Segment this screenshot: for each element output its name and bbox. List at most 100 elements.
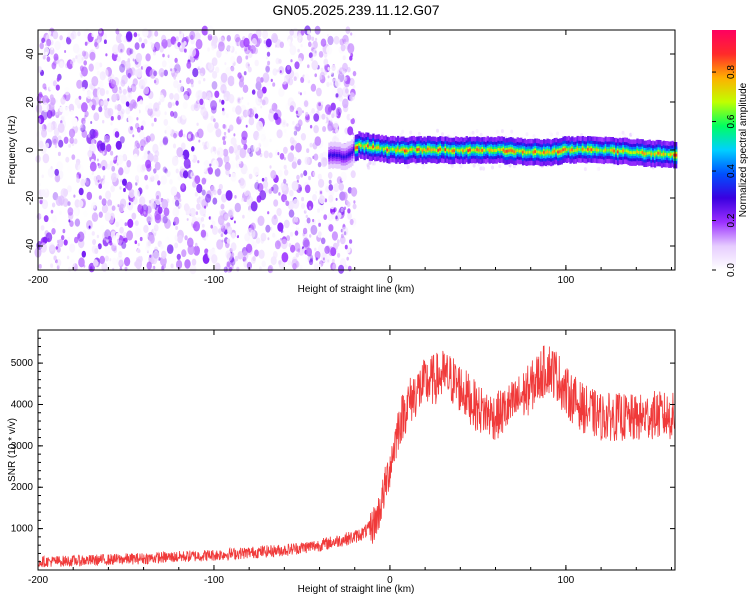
spectrogram-ridge-cell xyxy=(469,148,472,152)
spectrogram-cell xyxy=(105,134,110,140)
spectrogram-cell xyxy=(182,101,188,110)
spectrogram-cell xyxy=(110,121,113,126)
spectrogram-cell xyxy=(289,189,294,197)
spectrogram-cell xyxy=(35,103,43,114)
spectrogram-cell xyxy=(320,157,328,168)
spectrogram-ridge-cell xyxy=(395,149,398,153)
spectrogram-ridge-cell xyxy=(622,149,625,153)
spectrogram-cell xyxy=(173,216,180,226)
spectrogram-cell xyxy=(56,239,60,244)
spectrogram-cell xyxy=(321,101,324,105)
spectrogram-cell xyxy=(222,110,226,116)
spectrogram-cell xyxy=(323,214,328,221)
spectrogram-cell xyxy=(472,163,476,168)
spectrogram-ridge-cell xyxy=(516,149,519,152)
spectrogram-ridge-cell xyxy=(643,152,646,156)
spectrogram-cell xyxy=(67,266,72,273)
spectrogram-cell xyxy=(76,177,80,183)
spectrogram-cell xyxy=(145,159,152,169)
spectrogram-cell xyxy=(306,217,311,224)
spectrogram-cell xyxy=(313,263,320,272)
spectrogram-cell xyxy=(103,135,111,145)
spectrogram-cell xyxy=(310,43,315,49)
spectrogram-cell xyxy=(40,109,48,121)
spectrogram-cell xyxy=(349,79,354,86)
spectrogram-cell xyxy=(270,78,273,82)
spectrogram-cell xyxy=(67,165,72,173)
spectrogram-cell xyxy=(254,113,259,119)
spectrogram-cell xyxy=(306,200,314,211)
spectrogram-cell xyxy=(91,104,96,111)
spectrogram-cell xyxy=(212,35,218,44)
spectrogram-cell xyxy=(124,222,128,227)
spectrogram-cell xyxy=(261,86,267,94)
spectrogram-cell xyxy=(276,163,280,169)
spectrogram-cell xyxy=(334,123,339,129)
spectrogram-cell xyxy=(225,169,230,176)
spectrogram-cell xyxy=(304,156,310,165)
spectrogram-cell xyxy=(491,165,494,170)
spectrogram-ridge-cell xyxy=(558,150,562,154)
spectrogram-cell xyxy=(126,181,133,191)
spectrogram-cell xyxy=(346,66,351,73)
spectrogram-cell xyxy=(260,105,263,109)
spectrogram-cell xyxy=(300,133,306,141)
spectrogram-cell xyxy=(89,143,96,155)
spectrogram-cell xyxy=(272,82,276,87)
spectrogram-cell xyxy=(119,88,123,94)
spectrogram-cell xyxy=(159,140,164,147)
spectrogram-cell xyxy=(57,151,61,157)
spectrogram-cell xyxy=(199,98,204,106)
spectrogram-cell xyxy=(268,188,273,194)
spectrogram-cell xyxy=(331,231,338,241)
spectrogram-cell xyxy=(221,99,225,105)
spectrogram-cell xyxy=(352,70,357,77)
spectrogram-cell xyxy=(311,48,318,57)
spectrogram-cell xyxy=(118,259,124,268)
spectrogram-cell xyxy=(508,163,512,168)
spectrogram-cell xyxy=(201,223,205,228)
spectrogram-cell xyxy=(194,191,198,197)
spectrogram-ridge-cell xyxy=(493,148,497,152)
spectrogram-cell xyxy=(104,245,111,254)
spectrogram-cell xyxy=(59,61,64,68)
spectrogram-cell xyxy=(216,39,222,48)
spectrogram-cell xyxy=(441,132,444,137)
spectrogram-cell xyxy=(211,57,218,66)
spectrogram-cell xyxy=(289,231,294,237)
spectrogram-cell xyxy=(406,164,410,169)
spectrogram-cell xyxy=(297,248,301,253)
spectrogram-cell xyxy=(429,165,433,169)
spectrogram-ridge-cell xyxy=(418,148,421,151)
spectrogram-cell xyxy=(52,80,57,87)
spectrogram-cell xyxy=(328,184,334,191)
spectrogram-cell xyxy=(143,211,146,215)
spectrogram-cell xyxy=(324,198,328,203)
spectrogram-ridge-cell xyxy=(340,155,343,159)
spectrogram-cell xyxy=(78,126,81,131)
spectrogram-ridge-cell xyxy=(553,149,556,153)
spectrogram-cell xyxy=(352,203,357,210)
spectrogram-cell xyxy=(292,263,297,270)
spectrogram-cell xyxy=(222,124,226,129)
spectrogram-ridge-cell xyxy=(463,149,467,153)
spectrogram-ridge-cell xyxy=(546,150,549,154)
spectrogram-cell xyxy=(73,222,77,228)
spectrogram-cell xyxy=(84,41,88,46)
spectrogram-cell xyxy=(45,34,49,40)
spectrogram-cell xyxy=(269,138,272,143)
spectrogram-cell xyxy=(63,188,69,197)
spectrogram-cell xyxy=(142,77,148,85)
spectrogram-cell xyxy=(152,250,160,262)
spectrogram-cell xyxy=(176,147,184,158)
spectrogram-ridge-cell xyxy=(495,149,498,152)
spectrogram-cell xyxy=(352,84,356,89)
spectrogram-cell xyxy=(181,112,187,120)
spectrogram-cell xyxy=(330,247,337,257)
spectrogram-ridge-cell xyxy=(541,151,544,155)
spectrogram-cell xyxy=(112,44,120,55)
spectrogram-cell xyxy=(81,250,87,258)
spectrogram-cell xyxy=(318,222,321,227)
spectrogram-cell xyxy=(40,242,47,253)
spectrogram-cell xyxy=(296,107,303,117)
